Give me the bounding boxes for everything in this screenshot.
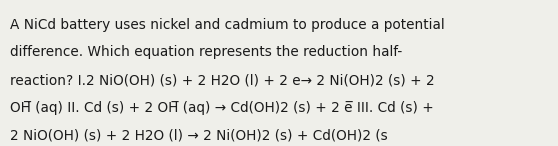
Text: reaction? I.2 NiO(OH) (s) + 2 H2O (l) + 2 e→ 2 Ni(OH)2 (s) + 2: reaction? I.2 NiO(OH) (s) + 2 H2O (l) + … xyxy=(10,73,435,87)
Text: A NiCd battery uses nickel and cadmium to produce a potential: A NiCd battery uses nickel and cadmium t… xyxy=(10,18,445,32)
Text: OH̅ (aq) II. Cd (s) + 2 OH̅ (aq) → Cd(OH)2 (s) + 2 e̅ III. Cd (s) +: OH̅ (aq) II. Cd (s) + 2 OH̅ (aq) → Cd(OH… xyxy=(10,101,434,115)
Text: difference. Which equation represents the reduction half-: difference. Which equation represents th… xyxy=(10,45,402,59)
Text: 2 NiO(OH) (s) + 2 H2O (l) → 2 Ni(OH)2 (s) + Cd(OH)2 (s: 2 NiO(OH) (s) + 2 H2O (l) → 2 Ni(OH)2 (s… xyxy=(10,128,388,142)
